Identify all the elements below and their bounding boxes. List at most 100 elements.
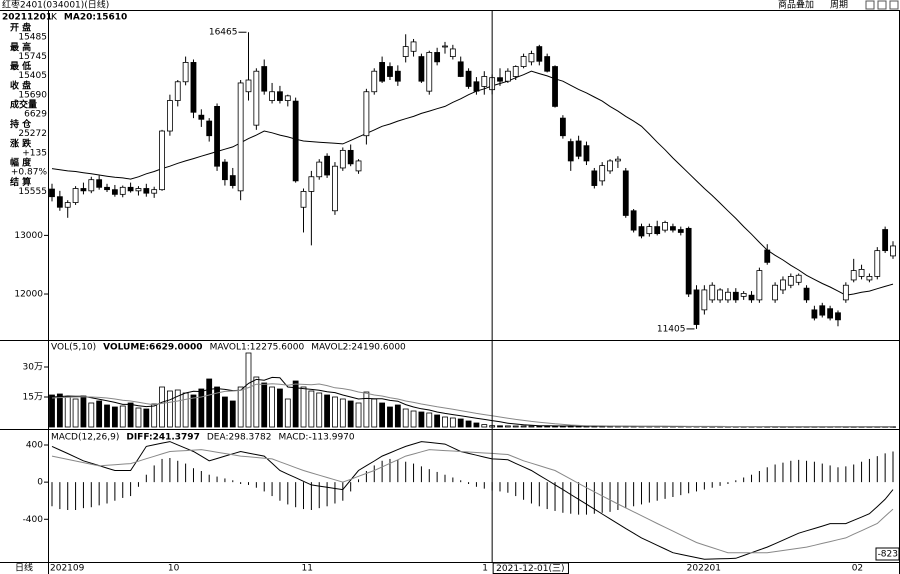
candle-body — [237, 82, 244, 192]
candle-body — [229, 175, 236, 186]
candle-body — [685, 227, 692, 295]
candle-body — [842, 284, 849, 301]
candle-body — [795, 274, 802, 283]
indicator-header: VOLUME:6629.0000 — [103, 343, 202, 353]
candle-body — [222, 161, 228, 181]
candle-body — [387, 66, 393, 77]
volume-bar — [497, 425, 503, 428]
candle-body — [748, 294, 755, 301]
candle-body — [591, 170, 598, 186]
candle-body — [135, 188, 142, 192]
candle-body — [780, 279, 786, 291]
close-icon[interactable] — [889, 0, 899, 10]
info-value: 15745 — [18, 52, 47, 62]
candle-body — [835, 312, 841, 321]
volume-bar — [481, 424, 488, 428]
overlay-button[interactable]: 商品叠加 — [778, 0, 814, 11]
info-panel — [0, 11, 48, 206]
volume-bar — [237, 386, 244, 428]
volume-bar — [119, 405, 126, 428]
info-label: 开 盘 — [10, 22, 31, 34]
candle-body — [599, 165, 606, 182]
volume-bar — [49, 394, 55, 428]
info-date: 20211201 — [2, 13, 52, 23]
volume-bar — [520, 425, 527, 428]
candle-body — [622, 170, 629, 216]
volume-bar — [64, 396, 71, 428]
volume-bar — [387, 406, 393, 428]
candle-body — [151, 189, 158, 194]
volume-bar — [88, 402, 95, 428]
volume-bar — [277, 388, 283, 428]
period-button[interactable]: 周期 — [830, 0, 848, 11]
candle-body — [740, 293, 747, 297]
crosshair-date: 2021-12-01(三) — [496, 564, 564, 574]
candle-body — [104, 186, 110, 191]
x-tick-label: 1 — [482, 564, 488, 574]
volume-bar — [261, 382, 268, 428]
volume-bar — [80, 395, 87, 428]
candle-body — [504, 70, 511, 82]
candle-body — [402, 46, 409, 57]
volume-bar — [473, 422, 480, 428]
indicator-header: MACD(12,26,9) — [51, 433, 119, 443]
info-label: 成交量 — [10, 99, 37, 111]
info-value: 15405 — [18, 71, 47, 81]
x-axis-title: 日线 — [15, 562, 33, 574]
volume-bar — [512, 425, 519, 428]
candle-body — [347, 149, 354, 165]
volume-bar — [402, 408, 409, 428]
volume-bar — [434, 414, 441, 428]
indicator-header: K — [51, 13, 58, 23]
candle-body — [166, 100, 173, 132]
minimize-icon[interactable] — [865, 0, 875, 10]
candle-body — [119, 186, 126, 195]
volume-bar — [182, 392, 189, 428]
restore-icon[interactable] — [877, 0, 887, 10]
volume-bar — [127, 402, 134, 428]
candle-body — [827, 308, 834, 319]
info-value: 15485 — [18, 33, 47, 43]
candle-body — [677, 229, 684, 233]
candle-body — [732, 291, 739, 301]
extreme-label: 16465 — [209, 28, 238, 38]
candle-body — [536, 46, 543, 62]
volume-bar — [143, 408, 150, 428]
volume-bar — [504, 425, 511, 428]
y-tick-label: 30万 — [23, 363, 43, 373]
info-label: 幅 度 — [10, 157, 32, 169]
candle-body — [756, 270, 763, 301]
value-box — [875, 547, 900, 561]
candle-body — [638, 226, 645, 237]
candle-body — [339, 149, 346, 169]
volume-bar — [174, 389, 181, 428]
indicator-header: MACD:-113.9970 — [278, 433, 354, 443]
candle-body — [269, 91, 275, 101]
candle-body — [363, 91, 370, 137]
candle-body — [284, 95, 291, 101]
candle-body — [654, 226, 661, 235]
value-box-label: -823 — [878, 550, 898, 560]
candle-body — [819, 305, 826, 316]
candle-body — [544, 56, 551, 72]
y-tick-label: 15万 — [23, 393, 43, 403]
window-title: 红枣2401(034001)(日线) — [2, 0, 109, 11]
volume-bar — [151, 403, 158, 428]
candle-body — [308, 176, 315, 192]
info-value: 25272 — [18, 129, 47, 139]
volume-bar — [166, 390, 173, 428]
candle-body — [292, 100, 299, 182]
volume-bar — [206, 378, 213, 428]
indicator-header: DEA:298.3782 — [207, 433, 272, 443]
candle-body — [882, 229, 889, 252]
y-tick-label: 400 — [26, 441, 43, 451]
volume-bar — [449, 417, 456, 428]
candle-body — [646, 226, 653, 235]
volume-bar — [104, 404, 110, 428]
candle-body — [567, 141, 574, 162]
candle-body — [528, 53, 535, 63]
candle-body — [662, 222, 668, 231]
candle-body — [418, 56, 425, 82]
volume-bar — [410, 410, 417, 428]
candle-body — [434, 52, 441, 63]
